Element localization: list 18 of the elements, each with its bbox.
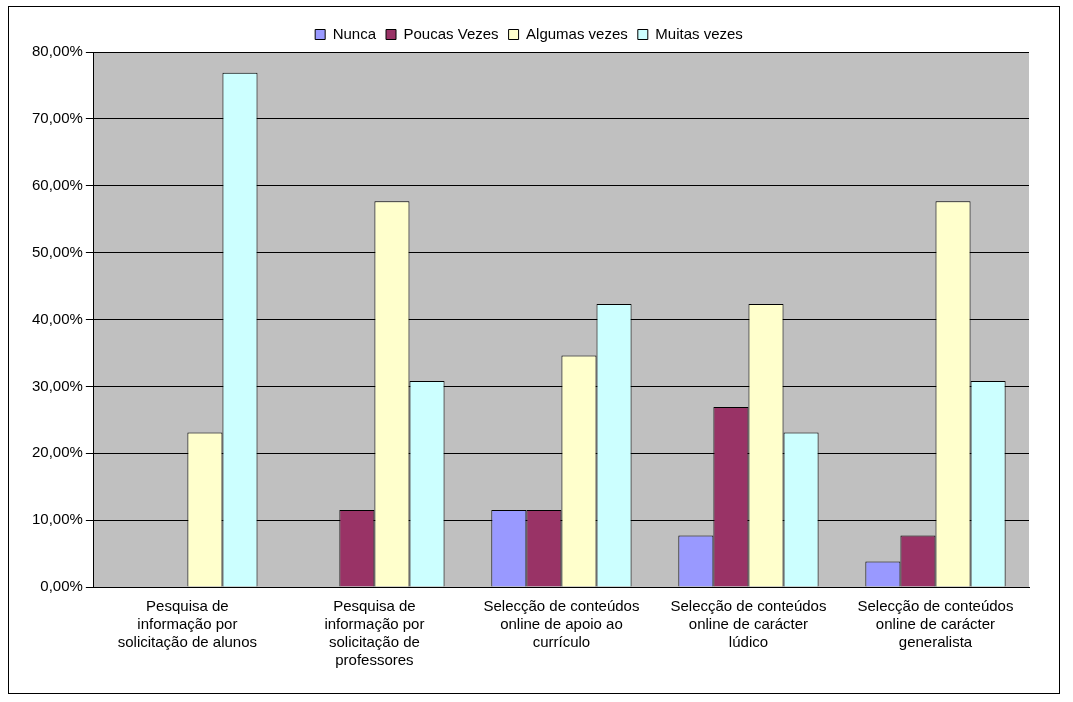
x-tick-label: Selecção de conteúdos online de apoio ao currículo [483, 597, 640, 651]
y-tick-label: 10,00% [32, 510, 83, 528]
y-tick-label: 20,00% [32, 443, 83, 461]
y-tick-label: 70,00% [32, 109, 83, 127]
y-tick-label: 60,00% [32, 175, 83, 193]
y-tick-label: 0,00% [40, 577, 83, 595]
legend-label: Poucas Vezes [403, 24, 499, 42]
x-tick-label: Pesquisa de informação por solicitação de alunos [117, 597, 258, 651]
y-tick-label: 30,00% [32, 376, 83, 394]
y-tick-label: 40,00% [32, 309, 83, 327]
x-tick-label: Selecção de conteúdos online de carácter generalista [857, 597, 1014, 651]
x-tick-label: Selecção de conteúdos online de carácter lúdico [670, 597, 827, 651]
y-tick-label: 80,00% [32, 42, 83, 60]
legend-label: Algumas vezes [526, 24, 628, 42]
x-tick-label: Pesquisa de informação por solicitação de professores [324, 597, 425, 669]
legend-label: Nunca [332, 24, 377, 42]
legend-label: Muitas vezes [655, 24, 743, 42]
y-tick-label: 50,00% [32, 242, 83, 260]
